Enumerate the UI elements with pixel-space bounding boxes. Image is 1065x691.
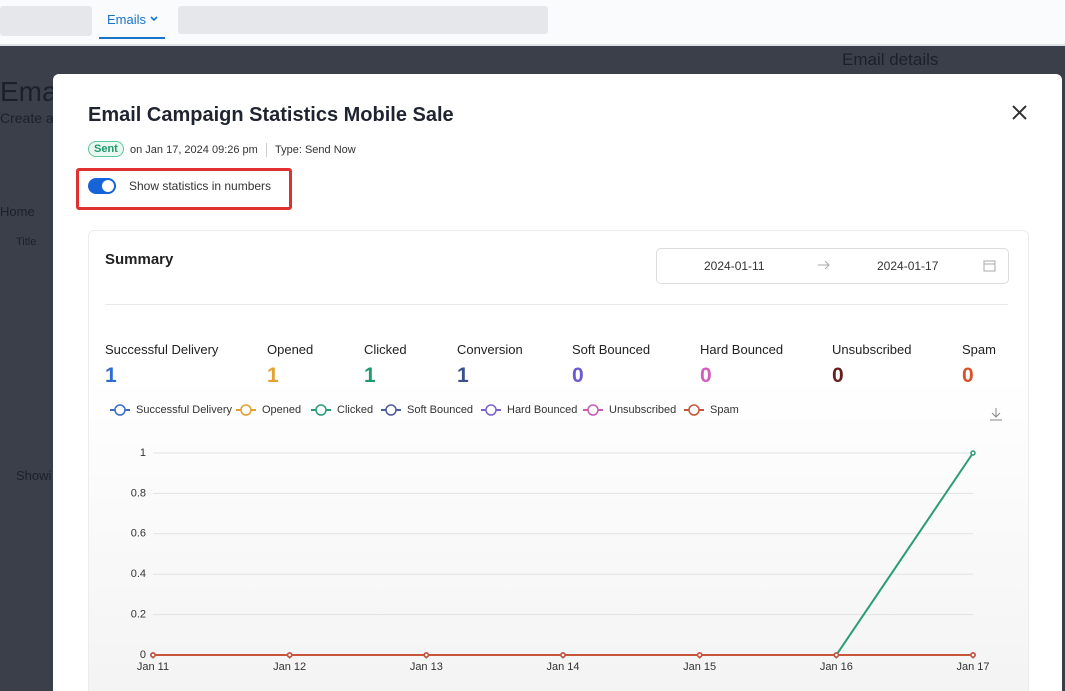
x-tick-label: Jan 16 (820, 661, 853, 673)
bg-column: Title (16, 236, 37, 248)
data-point (696, 652, 703, 658)
chevron (150, 16, 158, 22)
legend-marker (114, 404, 126, 416)
series-line (153, 452, 974, 656)
chart: 0 0.2 0.4 0.6 0.8 1 Jan 11 Jan 12 Jan 13 Jan 14 Ja… (110, 404, 1002, 673)
arrow (818, 260, 830, 270)
blurred-tab (0, 6, 92, 36)
stat-value: 0 (700, 364, 712, 387)
y-tick-label: 0.6 (131, 528, 146, 540)
legend-label: Unsubscribed (609, 404, 676, 416)
stat-value: 1 (457, 364, 469, 387)
divider (105, 304, 1008, 305)
toggle-label[interactable]: Show statistics in numbers (129, 179, 272, 193)
data-point (833, 652, 840, 658)
separator (266, 143, 267, 157)
stat-value: 1 (267, 364, 279, 387)
nav-tab[interactable]: Emails (107, 12, 147, 27)
x-tick-label: Jan 11 (137, 661, 169, 673)
date-range[interactable] (656, 248, 1009, 284)
summary-title: Summary (105, 251, 174, 268)
close-button[interactable] (1012, 105, 1027, 120)
y-tick-label: 0.4 (131, 568, 146, 580)
legend-label: Soft Bounced (407, 404, 473, 416)
stat-label: Clicked (364, 342, 407, 357)
stat-label: Successful Delivery (105, 342, 219, 357)
date-to[interactable]: 2024-01-17 (877, 259, 939, 273)
bg-footer: Showi (16, 468, 52, 483)
tab-underline (99, 37, 165, 39)
bg-breadcrumb: Home (0, 204, 35, 219)
legend-marker (587, 404, 599, 416)
stat-label: Soft Bounced (572, 342, 651, 357)
stat-label: Spam (962, 342, 996, 357)
sent-date: on Jan 17, 2024 09:26 pm (130, 144, 258, 156)
y-tick-label: 0 (140, 649, 146, 661)
modal-title: Email Campaign Statistics Mobile Sale (88, 104, 454, 126)
toggle[interactable] (88, 178, 116, 194)
legend-marker (315, 404, 327, 416)
x-tick-label: Jan 14 (546, 661, 579, 673)
send-type: Type: Send Now (275, 144, 356, 156)
stat-value: 1 (364, 364, 376, 387)
stat-value: 1 (105, 364, 117, 387)
top-nav: Emails (0, 0, 1065, 46)
legend-label: Opened (262, 404, 301, 416)
stat-label: Hard Bounced (700, 342, 784, 357)
data-point (286, 652, 293, 658)
legend-label: Spam (710, 404, 739, 416)
legend-label: Hard Bounced (507, 404, 577, 416)
legend-label: Successful Delivery (136, 404, 232, 416)
download-icon[interactable] (990, 408, 1002, 421)
stat-value: 0 (572, 364, 584, 387)
stat-label: Conversion (457, 342, 523, 357)
blurred-tabs (178, 6, 548, 34)
data-point (423, 652, 430, 658)
calendar-icon (983, 260, 996, 272)
bg-subheading: Create a (0, 110, 54, 126)
highlight-box (76, 168, 292, 210)
x-tick-label: Jan 15 (683, 661, 716, 673)
date-from[interactable]: 2024-01-11 (704, 259, 765, 273)
status-badge: Sent (88, 141, 124, 157)
data-point (150, 652, 156, 658)
legend-marker (688, 404, 700, 416)
data-point (970, 450, 976, 456)
stat-label: Unsubscribed (832, 342, 912, 357)
x-tick-label: Jan 13 (410, 661, 443, 673)
legend-label: Clicked (337, 404, 373, 416)
data-point (560, 652, 566, 658)
legend-marker (485, 404, 497, 416)
legend-marker (385, 404, 397, 416)
data-point (970, 652, 976, 658)
stat-value: 0 (832, 364, 844, 387)
y-tick-label: 1 (140, 447, 146, 459)
y-tick-label: 0.2 (131, 609, 146, 621)
legend-marker (240, 404, 252, 416)
stat-label: Opened (267, 342, 314, 357)
y-tick-label: 0.8 (131, 487, 146, 499)
stat-value: 0 (962, 364, 974, 387)
x-tick-label: Jan 17 (956, 661, 989, 673)
x-tick-label: Jan 12 (273, 661, 306, 673)
bg-panel-title: Email details (842, 50, 939, 69)
